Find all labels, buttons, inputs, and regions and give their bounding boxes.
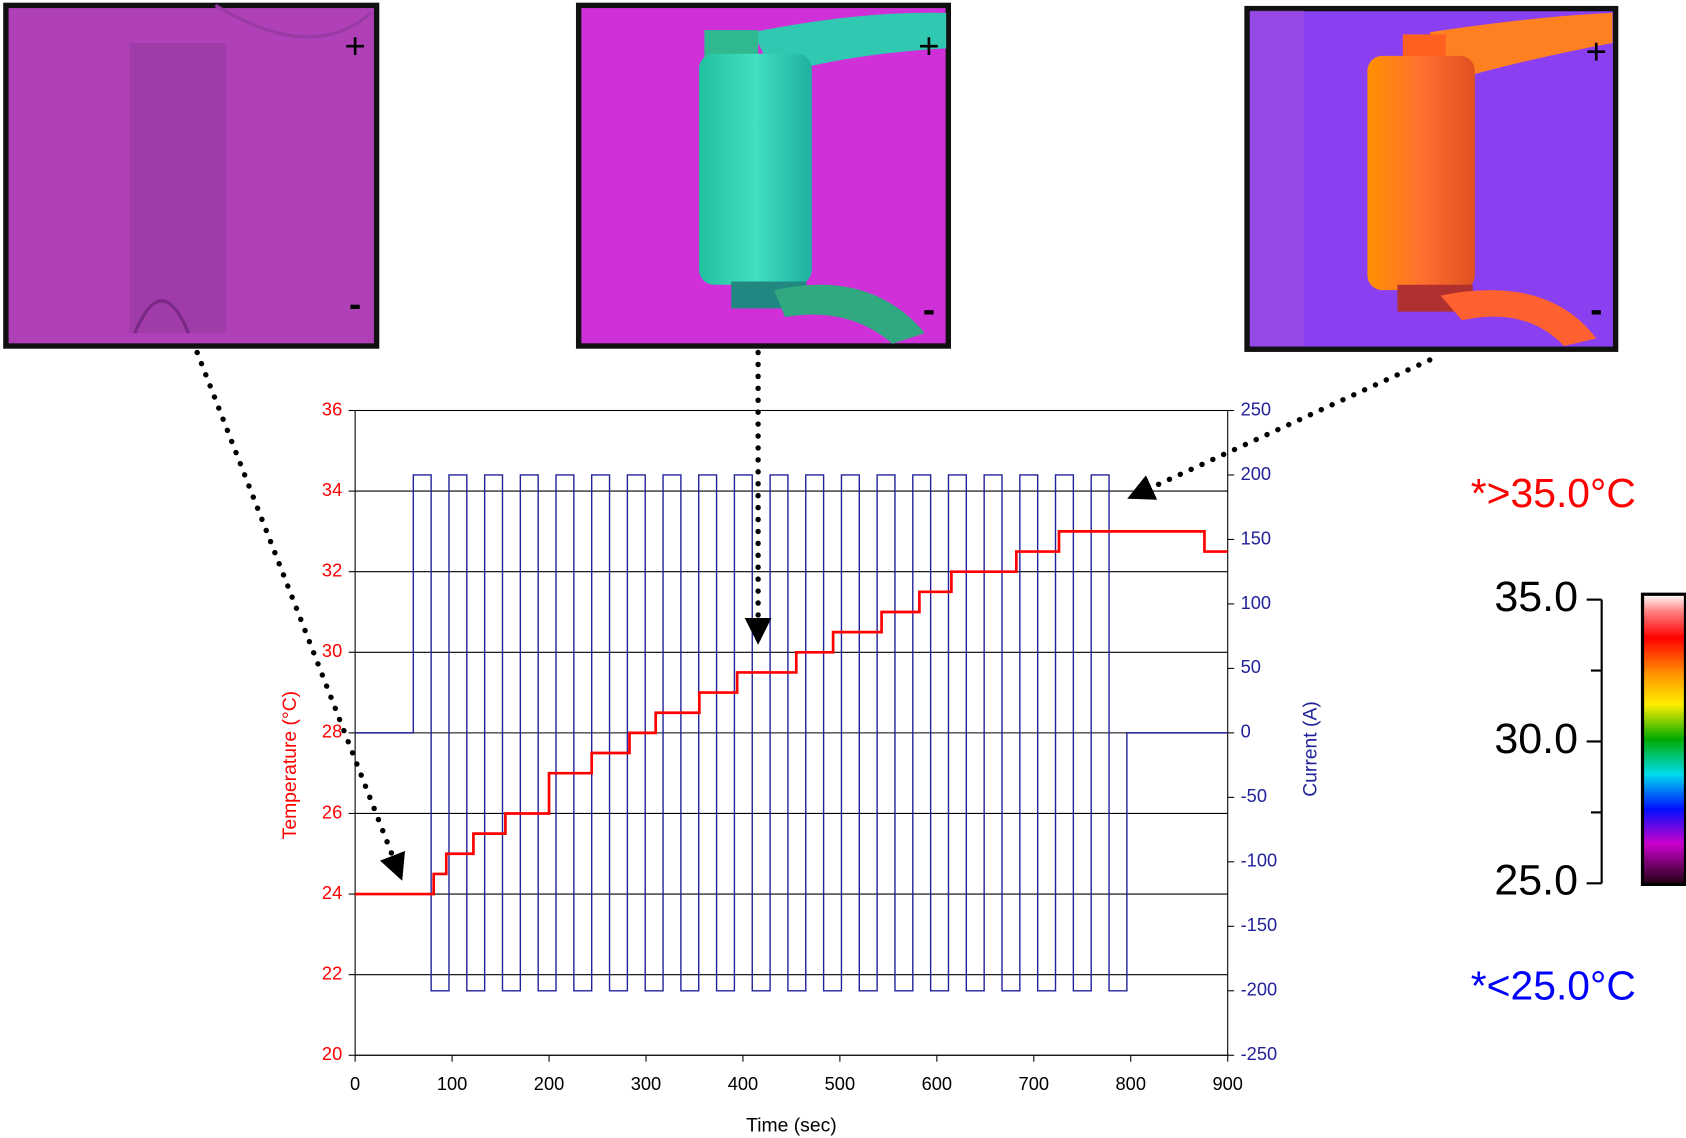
x-tick-label: 700: [1019, 1073, 1049, 1094]
x-tick-label: 0: [350, 1073, 360, 1094]
y-tick-label: 30: [322, 640, 342, 661]
chart: 20 22 24 26 28 30 32 34 36 -250 -200 -150 -100 -50 0 50…: [279, 398, 1322, 1136]
x-tick-label: 300: [631, 1073, 661, 1094]
y-tick-label: 34: [322, 479, 342, 500]
plus-label: +: [344, 25, 365, 66]
y-tick-label: 28: [322, 721, 342, 742]
y-tick-label: 32: [322, 560, 342, 581]
y-tick-label: 20: [322, 1043, 342, 1064]
x-axis-title: Time (sec): [746, 1114, 837, 1136]
y2-tick-label: -50: [1241, 785, 1267, 806]
thermal-image: + -: [575, 2, 951, 349]
x-tick-label: 900: [1212, 1073, 1242, 1094]
plus-label: +: [918, 25, 939, 66]
minus-label: -: [923, 288, 935, 329]
minus-label: -: [1590, 288, 1602, 329]
y2-tick-label: 100: [1241, 592, 1271, 613]
x-tick-label: 800: [1116, 1073, 1146, 1094]
scale-tick-label: 35.0: [1494, 573, 1578, 621]
minus-label: -: [349, 283, 361, 324]
y2-tick-label: 0: [1241, 721, 1251, 742]
y2-axis-title: Current (A): [1300, 701, 1322, 797]
scale-ticks: 35.0 30.0 25.0: [1494, 573, 1602, 905]
scale-min-label: *<25.0°C: [1471, 962, 1636, 1008]
y2-tick-label: 150: [1241, 527, 1271, 548]
y2-tick-label: -200: [1241, 979, 1278, 1000]
y2-tick-label: -100: [1241, 850, 1278, 871]
y-tick-label: 26: [322, 801, 342, 822]
y2-tick-label: -150: [1241, 914, 1278, 935]
y2-tick-label: 50: [1241, 656, 1261, 677]
scale-max-label: *>35.0°C: [1471, 470, 1636, 516]
thermal-image: + -: [3, 2, 380, 349]
series-line: [355, 474, 1228, 992]
x-tick-label: 500: [825, 1073, 855, 1094]
y2-tick-label: 250: [1241, 398, 1271, 419]
y-tick-label: 36: [322, 398, 342, 419]
x-tick-label: 400: [728, 1073, 758, 1094]
y2-tick-label: 200: [1241, 463, 1271, 484]
x-tick-label: 600: [922, 1073, 952, 1094]
scale-tick-label: 25.0: [1494, 857, 1578, 905]
y-tick-label: 22: [322, 962, 342, 983]
y2-tick-label: -250: [1241, 1043, 1278, 1064]
series-line: [355, 530, 1228, 896]
scale-tick-label: 30.0: [1494, 715, 1578, 763]
x-tick-label: 200: [534, 1073, 564, 1094]
thermal-image: + -: [1244, 5, 1619, 352]
plus-label: +: [1586, 30, 1607, 71]
arrows: [194, 349, 1433, 881]
color-scale: *>35.0°C *<25.0°C 35.0 30.0 25.0: [1471, 470, 1686, 1008]
y-tick-label: 24: [322, 882, 342, 903]
y-axis-title: Temperature (°C): [279, 691, 301, 839]
x-tick-label: 100: [437, 1073, 467, 1094]
